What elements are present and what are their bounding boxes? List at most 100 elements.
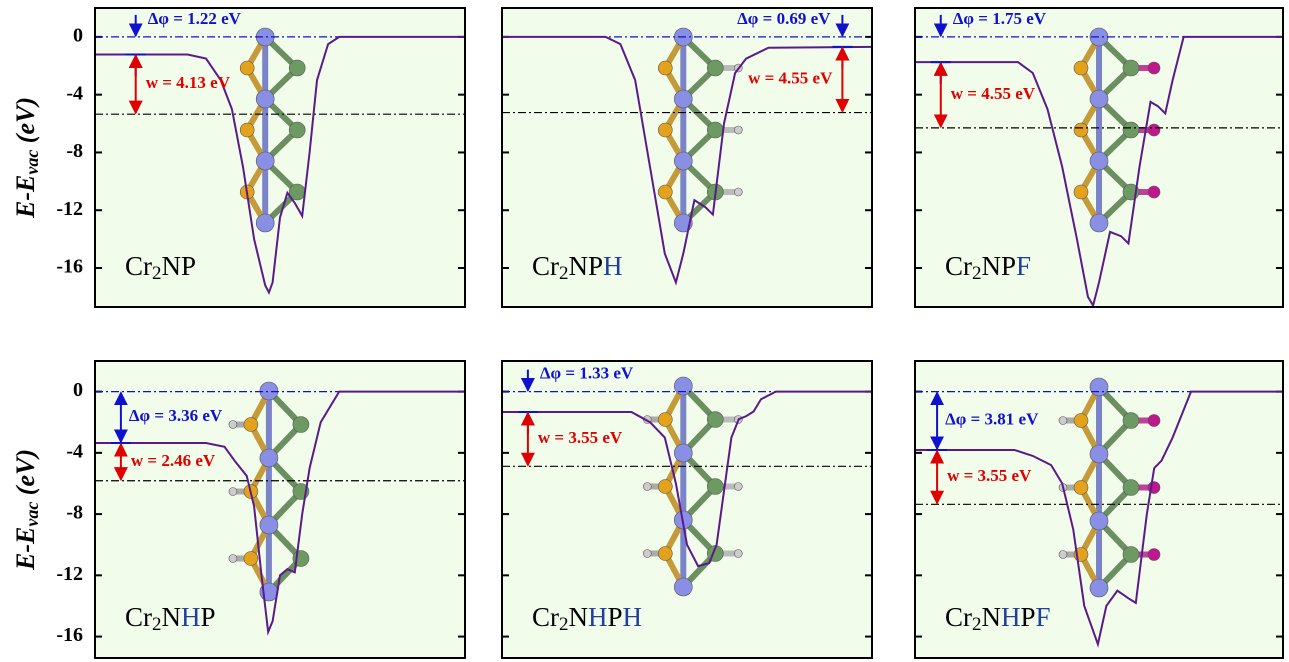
atom [289, 122, 305, 138]
compound-label-part: H [1001, 602, 1021, 632]
y-axis-label-part: E [11, 175, 40, 193]
panel: 0-4-8-12-16E-Evac (eV)Δφ = 3.36 eVw = 2.… [11, 361, 465, 658]
atom [1123, 413, 1139, 429]
y-tick-label: -4 [66, 82, 83, 104]
panel: Δφ = 0.69 eVw = 4.55 eVCr2NPH [502, 8, 872, 307]
y-axis-label: E-Evac (eV) [11, 449, 42, 571]
atom [1090, 214, 1108, 232]
compound-label-part: N [569, 602, 589, 632]
atom [1148, 124, 1160, 136]
y-axis-label-part: (eV) [11, 449, 40, 502]
w-label: w = 4.55 eV [748, 69, 833, 88]
y-axis-label-part: E [11, 527, 40, 545]
atom [658, 185, 672, 199]
compound-label-part: Cr [532, 251, 559, 281]
y-tick-label: -12 [56, 198, 83, 220]
y-axis-label-part: vac [22, 502, 42, 527]
compound-label-part: H [181, 602, 201, 632]
atom [1074, 61, 1088, 75]
atom [734, 550, 742, 558]
compound-label-part: Cr [125, 251, 152, 281]
atom [674, 578, 692, 596]
panel: Δφ = 3.81 eV w = 3.55 eV Cr2NHPF [915, 361, 1283, 658]
atom [658, 61, 672, 75]
compound-label-part: Cr [125, 602, 152, 632]
atom [289, 60, 305, 76]
compound-label: Cr2NHPH [532, 602, 642, 635]
y-tick-label: -8 [66, 502, 83, 524]
y-axis-label-part: E [11, 553, 40, 571]
atom [1074, 481, 1088, 495]
dphi-label: Δφ = 1.75 eV [953, 9, 1047, 28]
atom [658, 480, 672, 494]
atom [1123, 547, 1139, 563]
atom [256, 214, 274, 232]
panel: Δφ = 1.33 eV w = 3.55 eV Cr2NHPH [502, 361, 872, 658]
compound-label-part: F [1036, 602, 1051, 632]
compound-label-part: H [623, 602, 643, 632]
compound-label-part: NP [982, 251, 1017, 281]
compound-label-part: 2 [972, 263, 982, 284]
w-label: w = 2.46 eV [131, 451, 216, 470]
atom [1123, 60, 1139, 76]
compound-label: Cr2NPH [532, 251, 623, 284]
atom [260, 449, 278, 467]
compound-label-part: P [201, 602, 216, 632]
y-tick-label: -12 [56, 563, 83, 585]
w-label: w = 4.13 eV [146, 73, 231, 92]
y-axis-label-part: (eV) [11, 97, 40, 150]
atom [229, 555, 237, 563]
w-label: w = 3.55 eV [947, 466, 1032, 485]
compound-label-part: Cr [945, 251, 972, 281]
atom [658, 123, 672, 137]
compound-label-part: N [982, 602, 1002, 632]
atom [1123, 480, 1139, 496]
atom [707, 122, 723, 138]
compound-label-part: P [1021, 602, 1036, 632]
atom [256, 152, 274, 170]
dphi-label: Δφ = 1.22 eV [148, 9, 242, 28]
atom [707, 479, 723, 495]
dphi-label: Δφ = 3.81 eV [945, 410, 1039, 429]
atom [244, 552, 258, 566]
y-axis-label-part: E [11, 201, 40, 219]
atom [1148, 415, 1160, 427]
atom [674, 444, 692, 462]
compound-label-part: P [608, 602, 623, 632]
compound-label-part: 2 [559, 263, 569, 284]
compound-label-part: Cr [945, 602, 972, 632]
y-tick-label: -16 [56, 624, 83, 646]
compound-label-part: 2 [152, 263, 162, 284]
atom [1059, 551, 1067, 559]
atom [1074, 185, 1088, 199]
atom [658, 413, 672, 427]
dphi-label: Δφ = 1.33 eV [540, 364, 634, 383]
atom [674, 90, 692, 108]
w-label: w = 4.55 eV [951, 84, 1036, 103]
compound-label-part: H [603, 251, 623, 281]
atom [1090, 579, 1108, 597]
y-axis-label: E-Evac (eV) [11, 97, 42, 219]
atom [1123, 122, 1139, 138]
compound-label-part: N [162, 602, 182, 632]
y-tick-label: -8 [66, 140, 83, 162]
compound-label: Cr2NHP [125, 602, 216, 635]
atom [1090, 152, 1108, 170]
atom [229, 488, 237, 496]
compound-label-part: H [588, 602, 608, 632]
compound-label-part: Cr [532, 602, 559, 632]
w-label: w = 3.55 eV [538, 428, 623, 447]
atom [1074, 123, 1088, 137]
compound-label-part: 2 [152, 614, 162, 635]
atom [240, 61, 254, 75]
dphi-label: Δφ = 3.36 eV [129, 406, 223, 425]
figure: 0-4-8-12-16E-Evac (eV)Δφ = 1.22 eVw = 4.… [0, 0, 1289, 662]
atom [260, 516, 278, 534]
atom [1090, 512, 1108, 530]
atom [1148, 186, 1160, 198]
atom [293, 417, 309, 433]
compound-label-part: NP [162, 251, 197, 281]
y-axis-label-part: - [11, 192, 40, 201]
compound-label-part: 2 [972, 614, 982, 635]
